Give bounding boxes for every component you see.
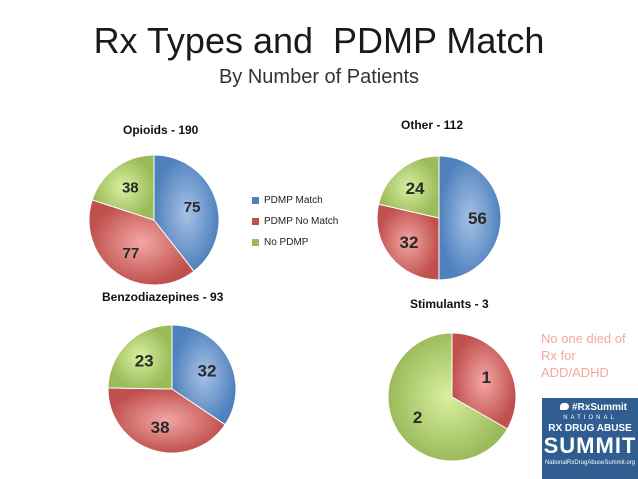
pie-chart-other: 56 32 24: [376, 155, 502, 281]
pie-value-label: 2: [413, 408, 422, 427]
summit-logo: NATIONAL RX DRUG ABUSE SUMMIT NationalRx…: [542, 398, 638, 479]
pie-value-label: 32: [399, 233, 418, 252]
pie-slice-pdmp-match: [153, 154, 220, 272]
pie-value-label: 38: [151, 418, 170, 437]
pie-slice-pdmp-match: [438, 155, 502, 281]
pie-value-label: 23: [135, 352, 154, 371]
logo-line1: RX DRUG ABUSE: [548, 423, 632, 434]
pie-value-label: 24: [406, 179, 425, 198]
pie-slice-pdmp-no-match: [88, 199, 195, 286]
pie-slice-pdmp-no-match: [376, 203, 440, 281]
legend-label-no-match: PDMP No Match: [264, 216, 339, 227]
pie-slice-pdmp-match: [171, 324, 237, 426]
legend-label-no-pdmp: No PDMP: [264, 237, 309, 248]
pie-title-benzodiazepines: Benzodiazepines - 93: [102, 290, 224, 304]
hashtag-text: #RxSummit: [572, 402, 628, 413]
pie-slice-pdmp-no-match: [451, 332, 517, 430]
legend-swatch-no-pdmp: [252, 239, 259, 246]
hashtag: #RxSummit: [560, 402, 627, 413]
pie-chart-opioids: 75 77 38: [88, 154, 220, 286]
pie-value-label: 32: [198, 361, 217, 380]
pie-slice-pdmp-no-match: [107, 387, 226, 454]
twitter-icon: [560, 403, 569, 410]
pie-slice-no-pdmp: [387, 332, 509, 462]
pie-slice-no-pdmp: [377, 155, 440, 219]
pie-value-label: 75: [184, 199, 201, 216]
legend-swatch-no-match: [252, 218, 259, 225]
pie-slice-no-pdmp: [91, 154, 155, 221]
logo-url: NationalRxDrugAbuseSummit.org: [544, 460, 636, 466]
slide-subtitle: By Number of Patients: [218, 66, 420, 88]
note-text: No one died of Rx for ADD/ADHD: [541, 331, 626, 380]
legend: PDMP Match PDMP No Match No PDMP: [252, 190, 338, 253]
legend-item-no-pdmp: No PDMP: [252, 232, 338, 253]
legend-label-match: PDMP Match: [264, 195, 323, 206]
pie-title-opioids: Opioids - 190: [123, 123, 199, 137]
pie-value-label: 38: [122, 180, 139, 197]
pie-title-other: Other - 112: [401, 118, 464, 132]
pie-chart-benzodiazepines: 32 38 23: [107, 324, 237, 454]
logo-line2: SUMMIT: [543, 433, 637, 458]
legend-swatch-match: [252, 197, 259, 204]
pie-chart-stimulants: 12: [387, 332, 517, 462]
pie-slice-no-pdmp: [107, 324, 173, 390]
legend-item-no-match: PDMP No Match: [252, 211, 338, 232]
pie-value-label: 1: [482, 368, 491, 387]
legend-item-match: PDMP Match: [252, 190, 338, 211]
pie-value-label: 77: [123, 245, 140, 262]
slide-title: Rx Types and PDMP Match: [93, 20, 545, 61]
pie-title-stimulants: Stimulants - 3: [410, 297, 489, 311]
pie-value-label: 56: [468, 209, 487, 228]
logo-national: NATIONAL: [563, 415, 617, 421]
